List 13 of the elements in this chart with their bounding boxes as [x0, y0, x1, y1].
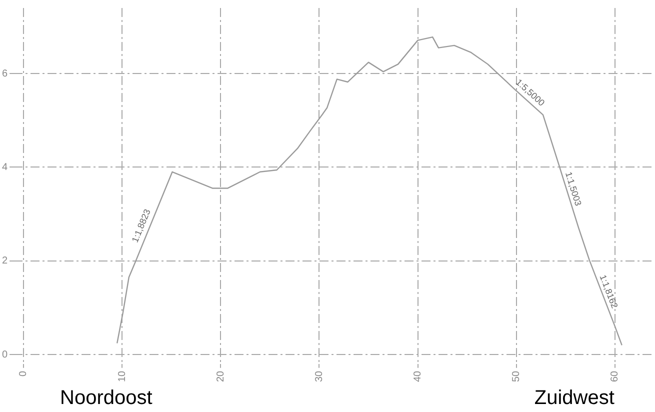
x-tick-label: 40: [412, 370, 424, 382]
x-tick-label: 20: [215, 370, 226, 382]
text: Noordoost: [60, 387, 152, 410]
x-tick-label: 30: [314, 370, 325, 382]
text: Zuidwest: [534, 387, 614, 410]
y-tick-label: 0: [2, 349, 8, 360]
x-tick-label: 60: [610, 370, 621, 382]
y-tick-label: 2: [2, 256, 8, 267]
x-tick-label: 50: [511, 370, 522, 382]
x-tick-label: 10: [116, 370, 128, 382]
x-tick-label: 0: [18, 370, 30, 376]
y-tick-label: 6: [2, 68, 8, 80]
y-tick-label: 4: [2, 162, 8, 173]
